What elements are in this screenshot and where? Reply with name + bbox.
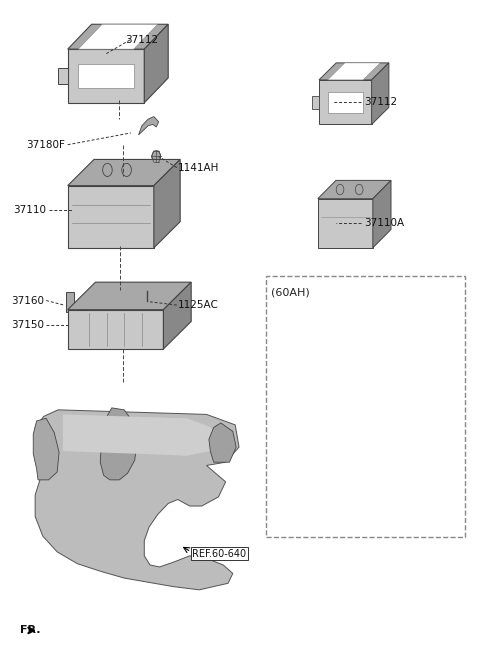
Polygon shape	[58, 68, 68, 84]
Text: 37150: 37150	[11, 319, 44, 330]
Text: FR.: FR.	[20, 625, 40, 636]
Text: 37112: 37112	[125, 35, 158, 45]
Text: 1125AC: 1125AC	[178, 300, 219, 310]
Text: 37110: 37110	[13, 205, 46, 215]
Polygon shape	[78, 64, 134, 89]
Polygon shape	[68, 310, 163, 349]
Polygon shape	[327, 63, 380, 80]
Polygon shape	[327, 92, 363, 113]
Polygon shape	[66, 292, 86, 312]
Polygon shape	[68, 282, 191, 310]
Polygon shape	[68, 24, 168, 49]
Polygon shape	[154, 159, 180, 248]
Text: 37160: 37160	[11, 295, 44, 306]
Polygon shape	[78, 64, 157, 89]
Polygon shape	[372, 63, 389, 125]
Polygon shape	[144, 284, 150, 293]
Polygon shape	[327, 96, 380, 113]
Polygon shape	[68, 186, 154, 248]
Circle shape	[122, 163, 132, 176]
Text: REF.60-640: REF.60-640	[192, 549, 246, 559]
Polygon shape	[78, 24, 157, 49]
Bar	[266, 276, 465, 537]
Polygon shape	[68, 159, 180, 186]
Polygon shape	[319, 80, 372, 125]
Polygon shape	[144, 24, 168, 103]
Text: 1141AH: 1141AH	[178, 163, 219, 173]
Polygon shape	[63, 415, 215, 456]
Text: 37112: 37112	[364, 97, 397, 107]
Text: 37180F: 37180F	[26, 140, 65, 150]
Polygon shape	[318, 180, 391, 199]
Polygon shape	[373, 180, 391, 248]
Polygon shape	[33, 419, 59, 480]
Polygon shape	[312, 96, 319, 109]
Polygon shape	[318, 199, 373, 248]
Polygon shape	[139, 117, 158, 135]
Polygon shape	[35, 410, 239, 590]
Polygon shape	[319, 63, 389, 80]
Polygon shape	[163, 282, 191, 349]
Circle shape	[152, 151, 160, 163]
Polygon shape	[68, 49, 144, 103]
Polygon shape	[209, 423, 236, 462]
Circle shape	[103, 163, 112, 176]
Polygon shape	[100, 408, 137, 480]
Text: 37110A: 37110A	[364, 218, 405, 228]
Circle shape	[336, 184, 344, 195]
Text: (60AH): (60AH)	[271, 287, 310, 297]
Circle shape	[355, 184, 363, 195]
